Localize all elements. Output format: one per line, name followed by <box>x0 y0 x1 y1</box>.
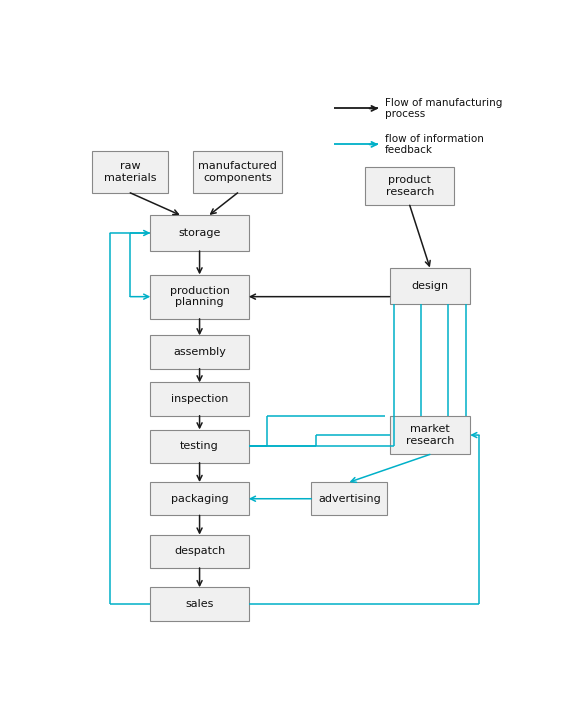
Text: product
research: product research <box>385 175 434 197</box>
Text: despatch: despatch <box>174 546 225 557</box>
Text: packaging: packaging <box>171 494 228 504</box>
Text: production
planning: production planning <box>170 286 230 308</box>
FancyBboxPatch shape <box>151 275 249 319</box>
FancyBboxPatch shape <box>151 215 249 251</box>
Text: market
research: market research <box>406 424 454 446</box>
FancyBboxPatch shape <box>92 151 168 193</box>
Text: manufactured
components: manufactured components <box>198 161 277 183</box>
FancyBboxPatch shape <box>389 267 470 303</box>
FancyBboxPatch shape <box>151 587 249 620</box>
Text: assembly: assembly <box>173 347 226 357</box>
Text: advertising: advertising <box>318 494 381 504</box>
Text: raw
materials: raw materials <box>104 161 156 183</box>
FancyBboxPatch shape <box>365 167 455 206</box>
Text: flow of information
feedback: flow of information feedback <box>385 134 484 155</box>
FancyBboxPatch shape <box>389 416 470 454</box>
Text: testing: testing <box>180 441 219 451</box>
FancyBboxPatch shape <box>151 335 249 369</box>
Text: inspection: inspection <box>171 394 228 404</box>
FancyBboxPatch shape <box>151 429 249 463</box>
Text: sales: sales <box>185 599 213 609</box>
FancyBboxPatch shape <box>151 535 249 568</box>
FancyBboxPatch shape <box>193 151 282 193</box>
FancyBboxPatch shape <box>151 383 249 416</box>
FancyBboxPatch shape <box>312 482 387 516</box>
Text: design: design <box>411 280 448 290</box>
FancyBboxPatch shape <box>151 482 249 516</box>
Text: Flow of manufacturing
process: Flow of manufacturing process <box>385 98 503 119</box>
Text: storage: storage <box>178 228 221 238</box>
